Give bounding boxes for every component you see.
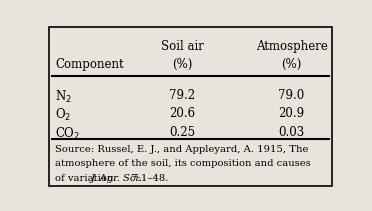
- Text: 20.6: 20.6: [169, 107, 195, 120]
- Text: N$_2$: N$_2$: [55, 89, 72, 105]
- Text: (%): (%): [172, 58, 192, 71]
- Text: O$_2$: O$_2$: [55, 107, 71, 123]
- FancyBboxPatch shape: [49, 27, 332, 186]
- Text: CO$_2$: CO$_2$: [55, 126, 80, 142]
- Text: 0.03: 0.03: [278, 126, 305, 139]
- Text: of variation.: of variation.: [55, 174, 120, 183]
- Text: Component: Component: [55, 58, 124, 71]
- Text: 0.25: 0.25: [169, 126, 195, 139]
- Text: J. Agr. Sci.: J. Agr. Sci.: [91, 174, 143, 183]
- Text: Source: Russel, E. J., and Appleyard, A. 1915, The: Source: Russel, E. J., and Appleyard, A.…: [55, 145, 309, 154]
- Text: atmosphere of the soil, its composition and causes: atmosphere of the soil, its composition …: [55, 159, 311, 168]
- Text: Soil air: Soil air: [161, 40, 203, 53]
- Text: 7:1–48.: 7:1–48.: [128, 174, 169, 183]
- Text: 20.9: 20.9: [279, 107, 305, 120]
- Text: 79.0: 79.0: [278, 89, 305, 102]
- Text: Atmosphere: Atmosphere: [256, 40, 327, 53]
- Text: 79.2: 79.2: [169, 89, 195, 102]
- Text: (%): (%): [281, 58, 302, 71]
